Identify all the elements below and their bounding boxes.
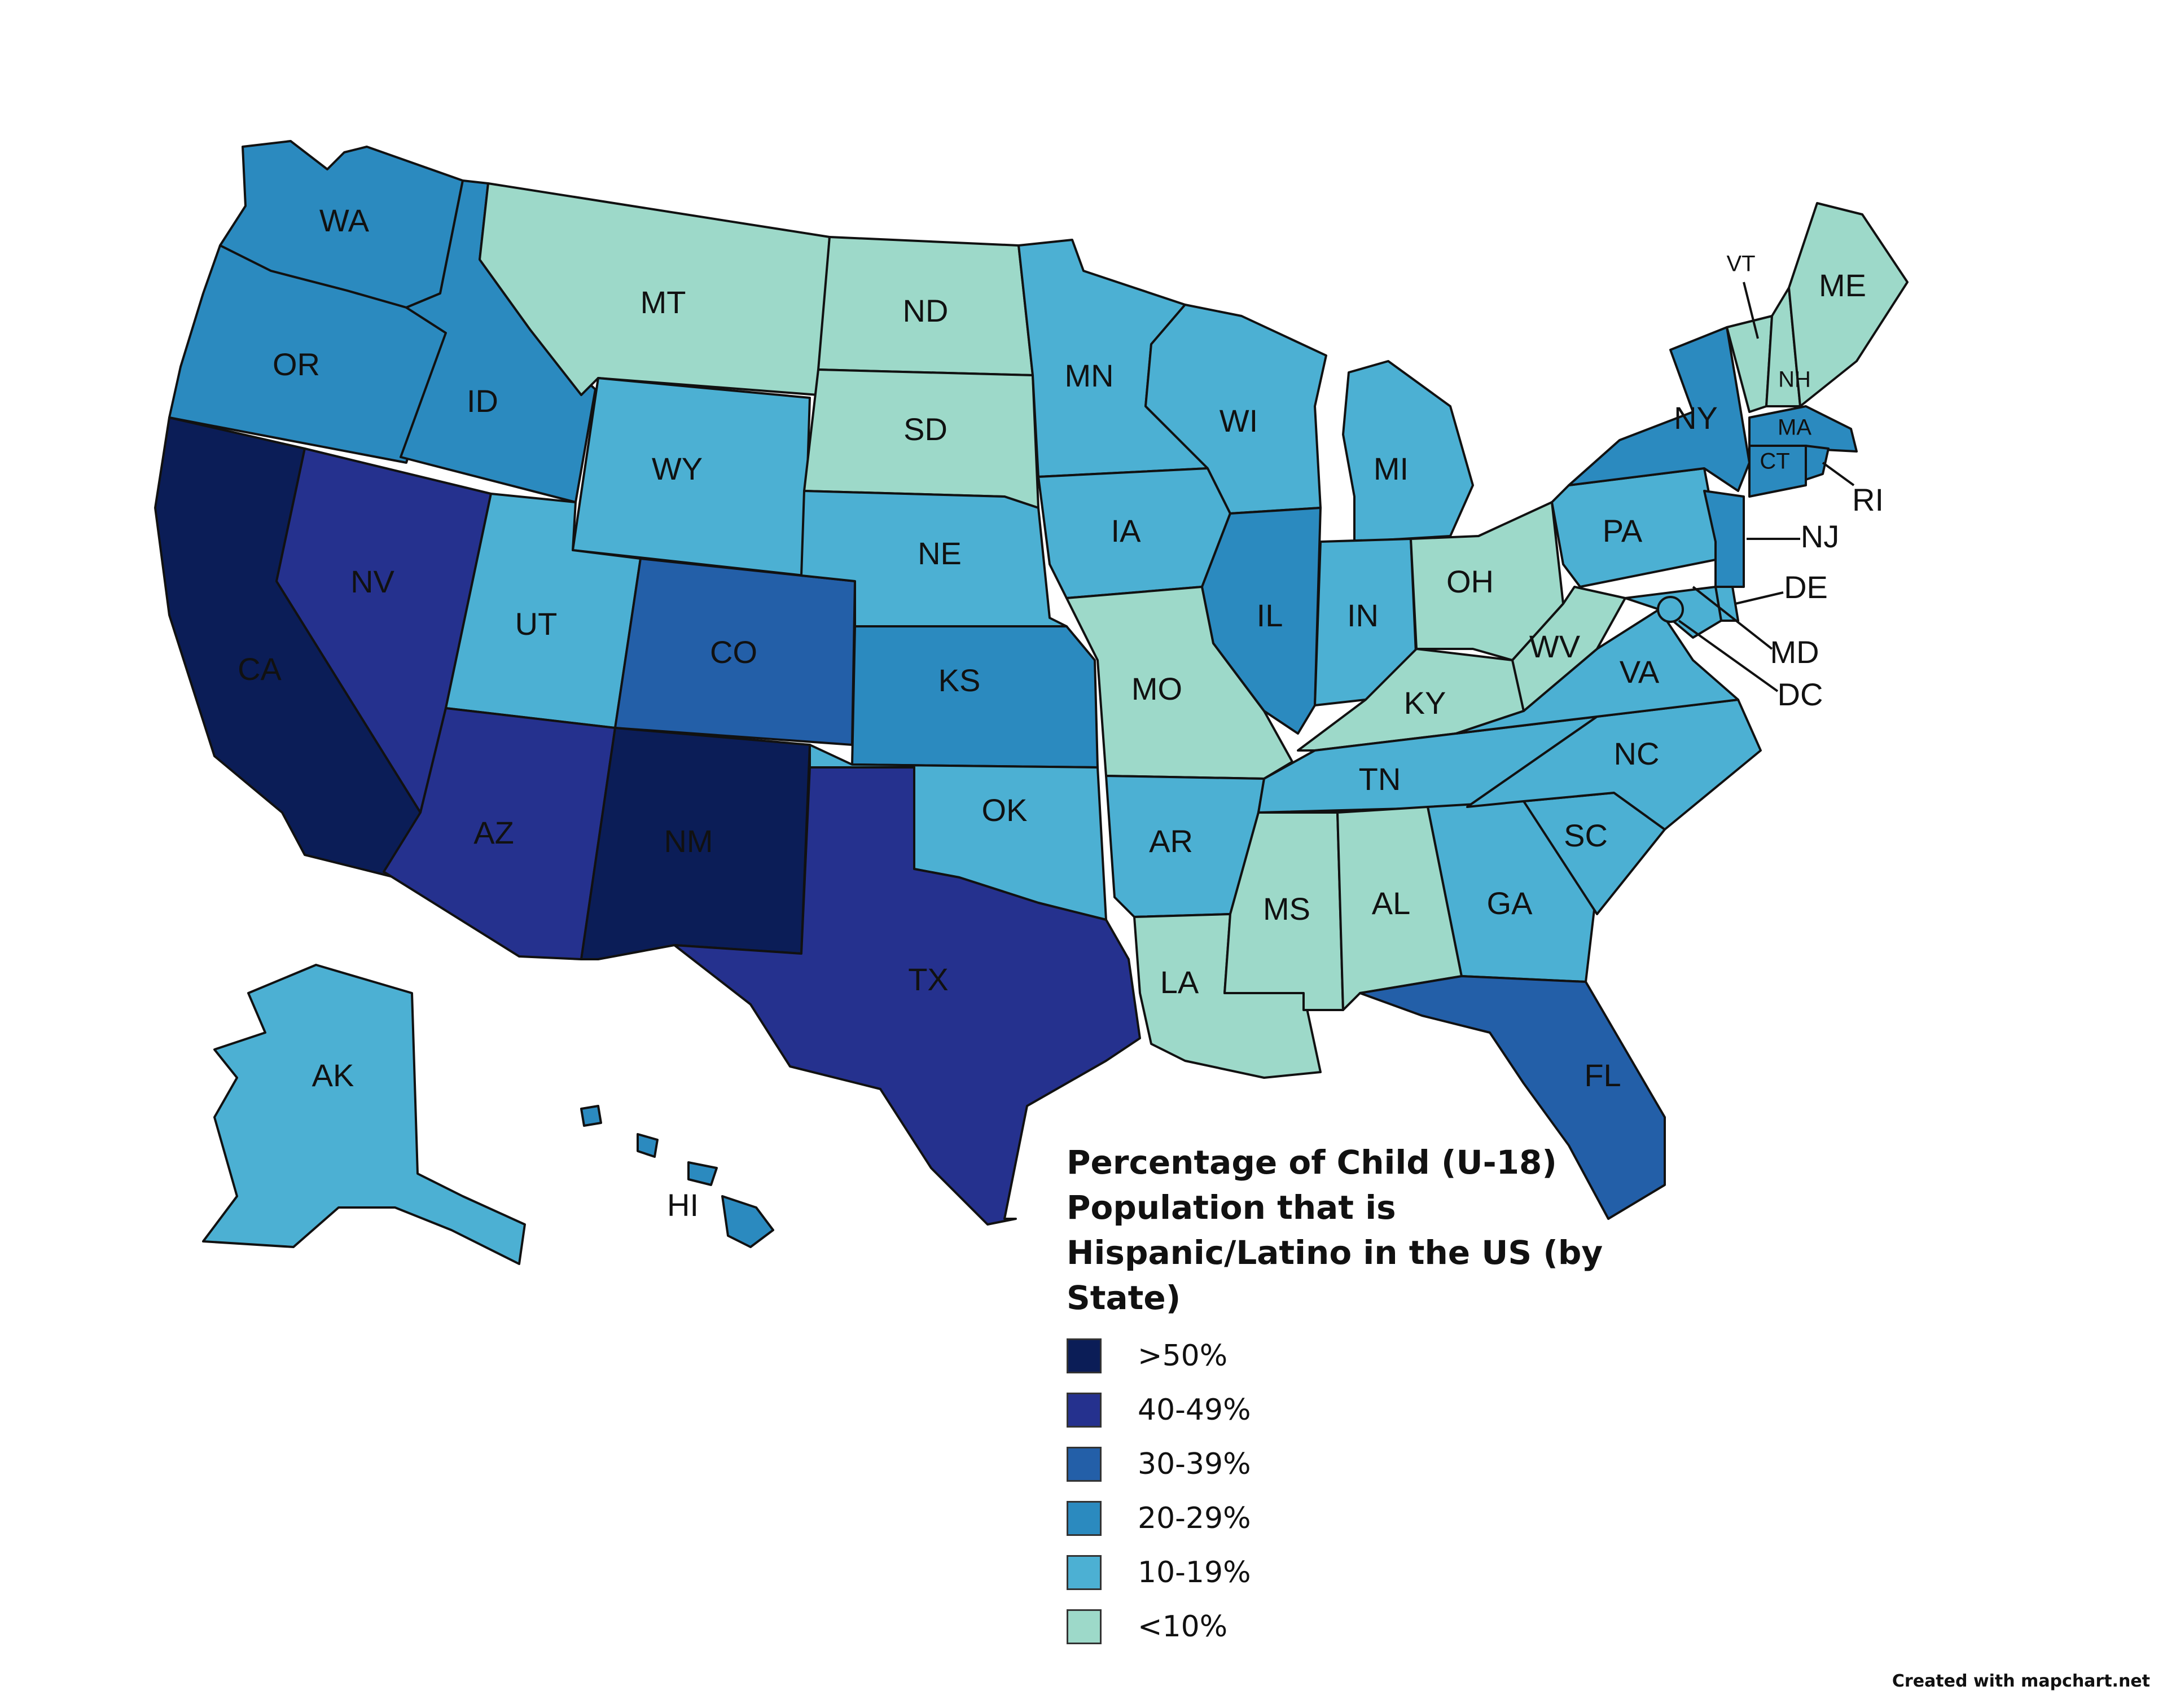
label-nc: NC <box>1614 736 1660 771</box>
legend-item-c1: 10-19% <box>1067 1545 1251 1600</box>
legend-label: 40-49% <box>1138 1393 1251 1427</box>
legend-label: 20-29% <box>1138 1501 1251 1535</box>
state-hi-big-island[interactable] <box>721 1195 774 1248</box>
leader-vt <box>1743 282 1759 339</box>
legend-label: <10% <box>1138 1610 1228 1644</box>
state-ks[interactable] <box>851 625 1099 769</box>
legend-swatch <box>1067 1501 1102 1536</box>
label-id: ID <box>467 383 498 419</box>
state-ak[interactable] <box>202 964 526 1265</box>
state-labels: WA OR CA NV ID MT WY UT AZ CO NM ND SD N… <box>238 203 1884 1223</box>
label-ms: MS <box>1263 891 1310 927</box>
legend-swatch <box>1067 1609 1102 1644</box>
label-hi: HI <box>667 1187 699 1223</box>
state-hi-group <box>580 1105 774 1248</box>
label-dc: DC <box>1778 677 1823 712</box>
leader-de <box>1735 591 1784 605</box>
label-ia: IA <box>1111 513 1142 548</box>
label-mt: MT <box>641 284 686 320</box>
label-nm: NM <box>664 823 713 859</box>
label-nd: ND <box>903 293 949 328</box>
label-ar: AR <box>1149 823 1193 859</box>
label-me: ME <box>1819 267 1866 303</box>
legend-swatch <box>1067 1447 1102 1482</box>
label-ky: KY <box>1404 685 1446 721</box>
label-wa: WA <box>319 203 370 238</box>
label-de: DE <box>1784 569 1828 605</box>
legend-swatch <box>1067 1555 1102 1590</box>
label-ma: MA <box>1778 415 1811 440</box>
label-in: IN <box>1347 598 1379 633</box>
legend-swatch <box>1067 1338 1102 1373</box>
label-fl: FL <box>1584 1057 1621 1093</box>
legend-title: Percentage of Child (U-18) Population th… <box>1067 1143 1603 1317</box>
label-wi: WI <box>1220 403 1258 438</box>
legend-label: 30-39% <box>1138 1447 1251 1481</box>
legend-item-c5: >50% <box>1067 1329 1251 1383</box>
label-mo: MO <box>1131 671 1182 706</box>
leader-md <box>1692 586 1773 650</box>
label-oh: OH <box>1446 564 1494 599</box>
label-ks: KS <box>938 662 981 698</box>
label-ut: UT <box>515 606 558 642</box>
label-md: MD <box>1770 634 1819 670</box>
label-tn: TN <box>1359 761 1401 797</box>
legend-label: >50% <box>1138 1339 1228 1373</box>
label-ak: AK <box>312 1057 354 1093</box>
legend-item-c3: 30-39% <box>1067 1437 1251 1491</box>
label-ri: RI <box>1852 482 1884 517</box>
label-co: CO <box>710 634 757 670</box>
state-mi[interactable] <box>1342 360 1474 543</box>
credit-text: Created with mapchart.net <box>1892 1671 2150 1691</box>
state-ct[interactable] <box>1748 445 1807 498</box>
label-ca: CA <box>238 651 282 687</box>
label-nh: NH <box>1778 367 1811 392</box>
state-tx[interactable] <box>673 766 1141 1226</box>
state-hi-oahu[interactable] <box>637 1133 659 1158</box>
label-pa: PA <box>1603 513 1643 548</box>
label-ok: OK <box>982 792 1028 828</box>
leader-dc <box>1678 620 1779 692</box>
label-la: LA <box>1160 964 1199 1000</box>
legend: >50% 40-49% 30-39% 20-29% 10-19% <10% <box>1067 1329 1251 1654</box>
label-ne: NE <box>918 535 962 571</box>
label-ga: GA <box>1487 885 1533 921</box>
state-ny[interactable] <box>1568 326 1751 492</box>
state-ri[interactable] <box>1805 445 1830 481</box>
legend-item-c4: 40-49% <box>1067 1383 1251 1437</box>
state-ma[interactable] <box>1748 405 1858 453</box>
label-or: OR <box>273 346 320 382</box>
legend-label: 10-19% <box>1138 1556 1251 1590</box>
legend-swatch <box>1067 1393 1102 1428</box>
label-sd: SD <box>903 411 947 447</box>
label-nv: NV <box>350 564 394 599</box>
label-sc: SC <box>1564 818 1608 853</box>
state-il[interactable] <box>1201 507 1322 735</box>
label-nj: NJ <box>1801 519 1839 554</box>
label-mi: MI <box>1374 451 1409 486</box>
label-mn: MN <box>1064 358 1113 393</box>
state-dc[interactable] <box>1657 596 1684 623</box>
label-va: VA <box>1620 654 1660 690</box>
label-az: AZ <box>473 815 514 850</box>
label-al: AL <box>1372 885 1411 921</box>
label-vt: VT <box>1726 252 1755 276</box>
legend-item-c0: <10% <box>1067 1600 1251 1654</box>
legend-item-c2: 20-29% <box>1067 1491 1251 1545</box>
label-wy: WY <box>652 451 703 486</box>
label-tx: TX <box>908 961 949 997</box>
state-hi-maui[interactable] <box>687 1161 718 1186</box>
leader-ri <box>1822 462 1855 486</box>
label-wv: WV <box>1529 629 1581 664</box>
label-ny: NY <box>1674 400 1718 436</box>
label-il: IL <box>1257 598 1283 633</box>
state-fl[interactable] <box>1359 975 1666 1220</box>
state-hi-kauai[interactable] <box>580 1105 602 1127</box>
label-ct: CT <box>1760 449 1789 474</box>
leader-lines <box>1678 282 1855 692</box>
